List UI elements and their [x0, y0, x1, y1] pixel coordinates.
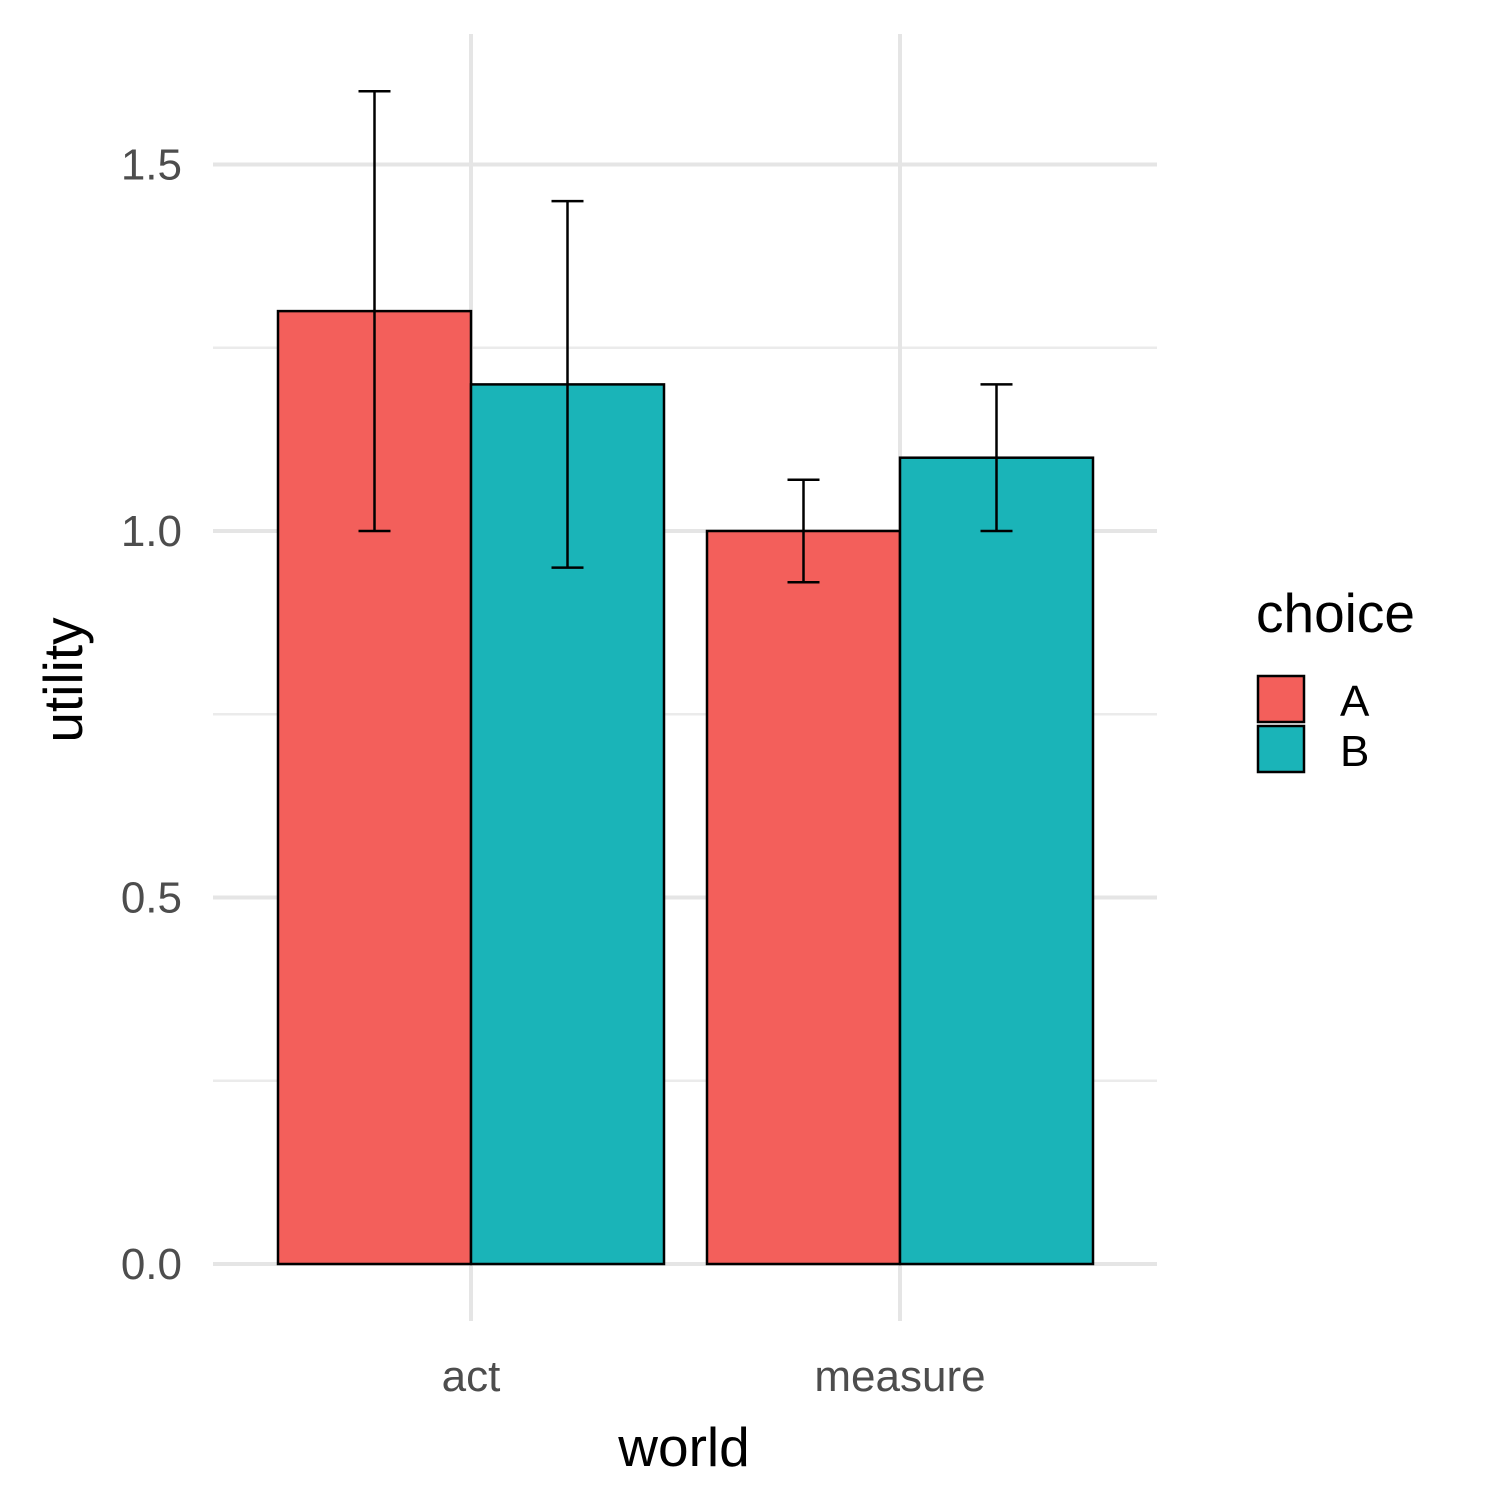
error-bars	[358, 89, 1013, 584]
legend: choice AB	[1256, 582, 1415, 776]
x-tick-label: act	[442, 1352, 501, 1401]
y-axis-ticks: 0.0 0.5 1.0 1.5	[121, 141, 182, 1290]
bar-measure-A	[705, 529, 902, 1266]
y-tick-label: 0.5	[121, 874, 182, 923]
bars	[276, 309, 1095, 1266]
legend-label-B: B	[1340, 727, 1369, 776]
x-axis-ticks: act measure	[442, 1352, 986, 1401]
legend-label-A: A	[1340, 677, 1370, 726]
y-tick-label: 1.0	[121, 507, 182, 556]
x-tick-label: measure	[814, 1352, 985, 1401]
bar-measure-B	[898, 456, 1095, 1266]
y-tick-label: 0.0	[121, 1240, 182, 1289]
legend-key-A	[1256, 674, 1306, 724]
y-axis-title: utility	[32, 617, 94, 743]
y-tick-label: 1.5	[121, 141, 182, 190]
legend-title: choice	[1256, 582, 1415, 644]
x-axis-title: world	[617, 1416, 749, 1478]
legend-key-B	[1256, 724, 1306, 774]
